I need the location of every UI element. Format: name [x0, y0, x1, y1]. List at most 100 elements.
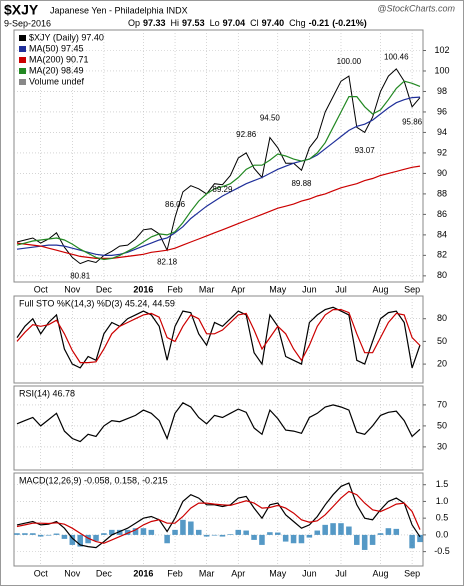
histogram-bar [45, 534, 52, 536]
histogram-bar [227, 534, 234, 535]
quote-name: Cl [250, 18, 259, 28]
price-annotation: 80.81 [70, 272, 91, 281]
price-annotation: 82.18 [157, 258, 178, 267]
panel-title: Full STO %K(14,3) %D(3) 45.24, 44.59 [19, 298, 175, 308]
price-annotation: 89.88 [291, 179, 312, 188]
price-annotation: 100.46 [384, 52, 409, 61]
histogram-bar [282, 534, 289, 542]
x-tick-label: Feb [167, 568, 183, 578]
x-tick-label: Aug [372, 568, 388, 578]
histogram-bar [259, 534, 265, 545]
histogram-bar [346, 526, 352, 535]
x-tick-label: Oct [34, 568, 49, 578]
price-annotation: 100.00 [337, 57, 362, 66]
y-tick-label: 92 [437, 147, 447, 157]
histogram-bar [30, 533, 36, 535]
histogram-bar [101, 533, 107, 535]
histogram-bar [235, 529, 242, 535]
instrument-name: Japanese Yen - Philadelphia INDX [50, 5, 188, 15]
x-tick-label: Sep [404, 568, 420, 578]
x-tick-label: Feb [167, 284, 183, 294]
symbol: $XJY [4, 2, 39, 18]
histogram-bar [195, 529, 202, 535]
series-line [16, 80, 421, 261]
y-tick-label: -0.5 [434, 546, 450, 556]
y-tick-label: 84 [437, 229, 447, 239]
histogram-bar [306, 534, 313, 538]
y-tick-label: 100 [434, 65, 449, 75]
price-annotation: 94.50 [260, 113, 281, 122]
x-tick-label: May [269, 568, 287, 578]
histogram-bar [85, 534, 91, 544]
y-tick-label: 102 [434, 45, 449, 55]
x-tick-label: 2016 [133, 284, 153, 294]
histogram-bar [203, 534, 210, 537]
y-tick-label: 70 [437, 399, 447, 409]
price-annotation: 92.86 [236, 130, 257, 139]
panel-title: MACD(12,26,9) -0.058, 0.158, -0.215 [19, 475, 168, 485]
x-tick-label: Mar [199, 284, 215, 294]
quote-value: -0.21 [309, 18, 330, 28]
y-tick-label: 80 [437, 313, 447, 323]
y-tick-label: 50 [437, 420, 447, 430]
y-tick-label: 82 [437, 250, 447, 260]
histogram-bar [290, 534, 297, 544]
x-tick-label: Nov [64, 568, 81, 578]
histogram-bar [322, 524, 328, 535]
histogram-bar [314, 530, 321, 535]
histogram-bar [77, 534, 83, 547]
price-annotation: 95.86 [402, 117, 423, 126]
histogram-bar [361, 534, 368, 550]
histogram-bar [369, 534, 376, 545]
legend-swatch [19, 68, 26, 74]
x-tick-label: Jun [302, 284, 317, 294]
histogram-bar [109, 529, 115, 535]
legend-swatch [19, 46, 26, 52]
histogram-bar [53, 533, 60, 535]
y-tick-label: 98 [437, 86, 447, 96]
panel-frame [13, 385, 424, 471]
watermark: @StockCharts.com [377, 3, 455, 13]
quote-name: Hi [171, 18, 180, 28]
histogram-bar [14, 533, 20, 535]
histogram-bar [338, 523, 344, 535]
legend-swatch [19, 57, 26, 63]
series-line [16, 402, 421, 443]
histogram-bar [93, 534, 99, 541]
histogram-bar [188, 521, 194, 535]
histogram-bar [330, 523, 336, 535]
y-tick-label: 0.5 [436, 513, 449, 523]
histogram-bar [69, 534, 76, 545]
series-line [16, 482, 421, 549]
quote-name: Lo [210, 18, 220, 28]
y-tick-label: 88 [437, 188, 447, 198]
quote-name: Chg [289, 18, 306, 28]
y-tick-label: 80 [437, 270, 447, 280]
histogram-bar [393, 528, 400, 535]
y-tick-label: 30 [437, 441, 447, 451]
panel-frame [13, 472, 424, 567]
x-tick-label: Oct [34, 284, 49, 294]
series-line [16, 490, 421, 544]
y-tick-label: 1.5 [436, 479, 449, 489]
histogram-bar [274, 532, 281, 535]
quote-value: 97.04 [223, 18, 246, 28]
legend-entry: Volume undef [29, 76, 85, 86]
series-line [16, 309, 421, 364]
price-annotation: 86.06 [165, 200, 186, 209]
histogram-bar [377, 533, 384, 535]
price-annotation: 89.29 [212, 185, 233, 194]
histogram-bar [385, 528, 392, 535]
x-tick-label: Jul [335, 284, 347, 294]
quote-value: 97.40 [262, 18, 285, 28]
series-line [16, 165, 421, 259]
date: 9-Sep-2016 [4, 18, 51, 28]
histogram-bar [267, 532, 273, 535]
series-line [16, 68, 421, 265]
legend-swatch [19, 79, 26, 85]
histogram-bar [124, 529, 131, 535]
histogram-bar [164, 534, 170, 544]
y-tick-label: 90 [437, 168, 447, 178]
y-tick-label: 1.0 [436, 496, 449, 506]
